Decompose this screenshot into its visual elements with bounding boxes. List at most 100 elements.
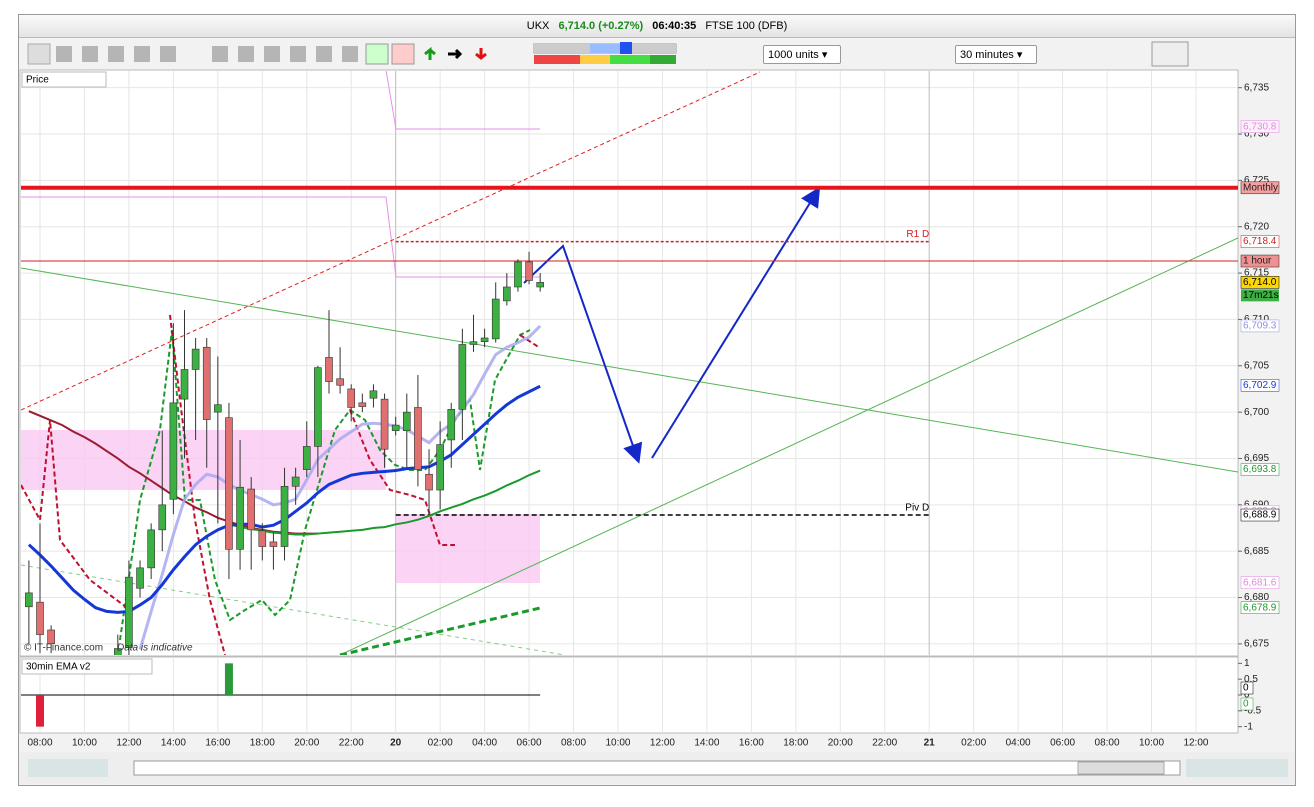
indicator-dash: [339, 606, 541, 655]
price-tag-label: 1 hour: [1243, 256, 1272, 267]
x-tick-label: 10:00: [1139, 738, 1164, 749]
tool-active[interactable]: [365, 43, 389, 65]
tool[interactable]: [264, 46, 280, 62]
interval-select[interactable]: 30 minutes ▾: [955, 45, 1037, 64]
candle-body: [214, 404, 222, 413]
flat-arrow[interactable]: [448, 48, 463, 60]
y-tick-label: -0.5: [1244, 705, 1262, 716]
price-tag: [1240, 601, 1280, 614]
x-tick-label: 04:00: [1006, 738, 1031, 749]
candle-body: [291, 476, 300, 487]
tool[interactable]: [212, 46, 228, 62]
tool[interactable]: [290, 46, 306, 62]
x-tick-label: 12:00: [116, 738, 141, 749]
watermark-note: Data is indicative: [117, 643, 193, 654]
y-tick-label: 1: [1244, 658, 1250, 669]
indicator-bar: [224, 663, 233, 695]
tool[interactable]: [56, 46, 72, 62]
tool-active[interactable]: [391, 43, 415, 65]
tool[interactable]: [134, 46, 150, 62]
y-tick-label: 6,685: [1244, 546, 1269, 557]
trend-line: [21, 564, 566, 655]
x-tick-label: 06:00: [517, 738, 542, 749]
y-tick-label: 6,680: [1244, 592, 1269, 603]
y-tick-label: 6,715: [1244, 268, 1269, 279]
candle-body: [480, 337, 489, 342]
price-tag-label: 6,688.9: [1243, 510, 1277, 521]
y-tick-label: -1: [1244, 721, 1253, 732]
level-label: Piv D: [905, 503, 929, 514]
candle-body: [158, 504, 167, 531]
x-tick-label: 22:00: [339, 738, 364, 749]
tool[interactable]: [82, 46, 98, 62]
y-tick-label: 6,695: [1244, 453, 1269, 464]
candle-body: [325, 357, 333, 382]
price-tag-label: 6,678.9: [1243, 602, 1277, 613]
price-tag: [1240, 120, 1280, 133]
countdown-box: [1241, 289, 1279, 302]
x-tick-label: 12:00: [650, 738, 675, 749]
price-tag: [1240, 235, 1280, 248]
y-tick-label: 6,730: [1244, 129, 1269, 140]
trend-line: [21, 71, 761, 411]
stop-line: [21, 314, 541, 655]
x-tick-label: 18:00: [783, 738, 808, 749]
x-tick-label: 20:00: [294, 738, 319, 749]
y-tick-label: 0.5: [1244, 674, 1258, 685]
units-select[interactable]: 1000 units ▾: [763, 45, 841, 64]
x-tick-label: 02:00: [428, 738, 453, 749]
price-tag-label: 6,714.0: [1243, 277, 1277, 288]
sell-arrow[interactable]: [475, 48, 487, 60]
price-tag: [1240, 181, 1280, 195]
panel-label: Price: [26, 75, 49, 86]
color-palette[interactable]: [533, 42, 677, 64]
tool[interactable]: [316, 46, 332, 62]
status-bar: [19, 752, 1295, 784]
x-tick-label: 12:00: [1183, 738, 1208, 749]
instrument: FTSE 100 (DFB): [705, 20, 788, 32]
price-panel: [19, 69, 1239, 657]
candle-body: [36, 601, 44, 635]
chart-type-button[interactable]: [1151, 41, 1189, 67]
units: 1000 units: [768, 49, 819, 61]
tool-pointer[interactable]: [27, 43, 51, 65]
status-icons[interactable]: [28, 759, 108, 777]
ma-line: [138, 324, 542, 650]
buy-arrow[interactable]: [424, 46, 436, 60]
price-tag: [1240, 276, 1280, 289]
level-label: R1 D: [906, 229, 929, 240]
zoom-icons[interactable]: [1186, 759, 1288, 777]
price-tag-label: Monthly: [1243, 182, 1278, 193]
candle-body: [402, 411, 411, 431]
tool[interactable]: [238, 46, 254, 62]
candle-body: [469, 341, 478, 345]
price-tag: [1240, 319, 1280, 333]
candle-body: [302, 446, 311, 470]
x-tick-label: 16:00: [205, 738, 230, 749]
scroll-thumb[interactable]: [1077, 761, 1165, 775]
tool[interactable]: [342, 46, 358, 62]
x-tick-label: 10:00: [605, 738, 630, 749]
tool[interactable]: [160, 46, 176, 62]
price-tag-label: 6,718.4: [1243, 236, 1277, 247]
price-tag-label: 6,693.8: [1243, 464, 1277, 475]
countdown: 17m21s: [1243, 290, 1279, 301]
scrollbar[interactable]: [133, 760, 1181, 776]
candle-body: [236, 486, 244, 550]
tool[interactable]: [108, 46, 124, 62]
panel-header: [21, 71, 107, 88]
price-tag-label: 6,702.9: [1243, 380, 1277, 391]
indicator-tag-label: 0: [1243, 699, 1249, 710]
candle-body: [114, 648, 122, 655]
candle-body: [202, 346, 211, 420]
candle-body: [314, 367, 322, 447]
y-tick-label: 6,725: [1244, 175, 1269, 186]
symbol[interactable]: UKX: [526, 20, 550, 32]
candle-body: [225, 417, 233, 550]
candle-body: [391, 424, 400, 431]
pivot-line: [21, 71, 540, 278]
candle-body: [369, 390, 378, 399]
candle-body: [180, 369, 189, 400]
y-tick-label: 6,735: [1244, 82, 1269, 93]
